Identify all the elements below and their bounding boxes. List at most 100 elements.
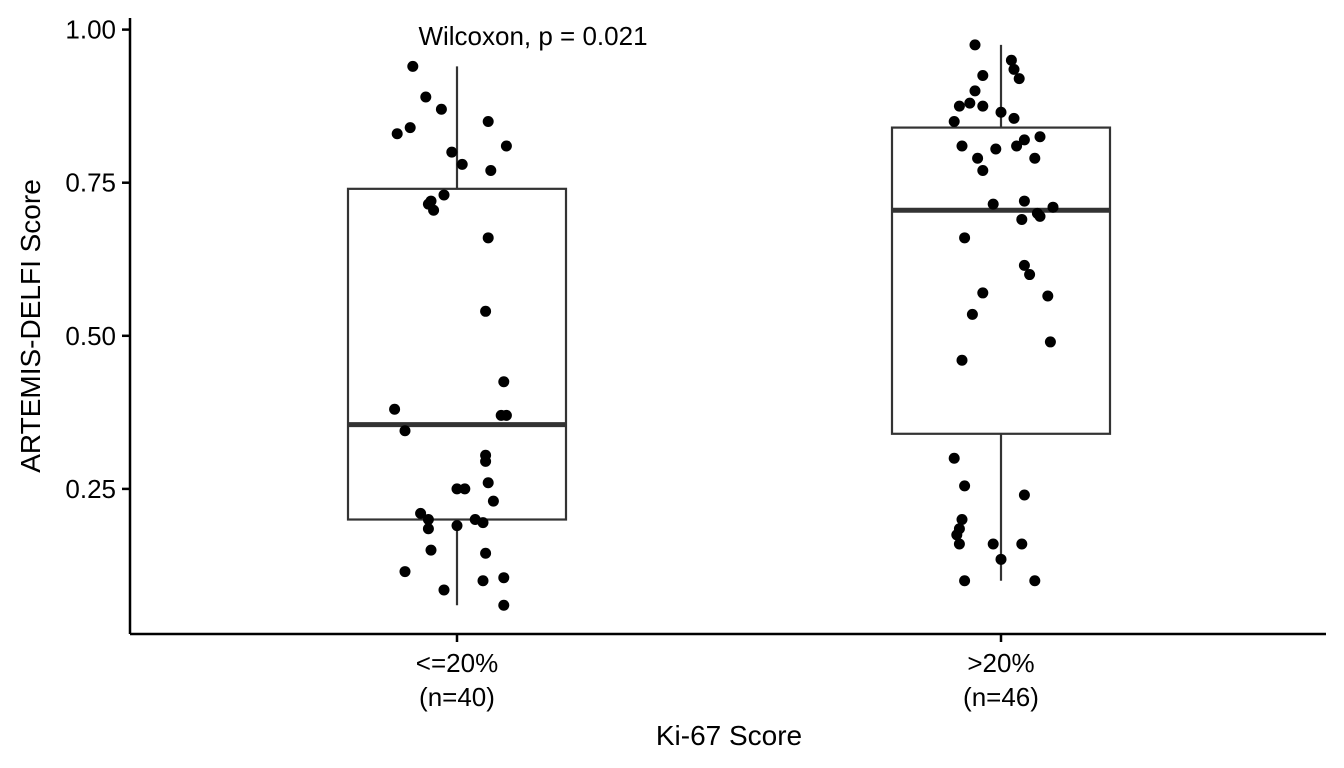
data-point xyxy=(498,572,510,584)
boxes-layer xyxy=(346,44,1112,606)
data-point xyxy=(1016,213,1028,225)
data-point xyxy=(959,575,971,587)
data-point xyxy=(1016,538,1028,550)
data-point xyxy=(956,140,968,152)
data-point xyxy=(990,143,1002,155)
data-point xyxy=(959,232,971,244)
y-tick-label: 0.50 xyxy=(65,321,116,351)
data-point xyxy=(1029,575,1041,587)
data-point xyxy=(477,517,489,529)
data-point xyxy=(1013,73,1025,85)
data-point xyxy=(446,146,458,158)
data-point xyxy=(1018,489,1030,501)
data-point xyxy=(498,376,510,388)
data-point xyxy=(956,354,968,366)
data-point xyxy=(969,85,981,97)
data-point xyxy=(500,140,512,152)
y-tick-label: 0.25 xyxy=(65,474,116,504)
data-point xyxy=(420,91,432,103)
data-point xyxy=(399,566,411,578)
data-point xyxy=(422,523,434,535)
data-point xyxy=(480,547,492,559)
data-point xyxy=(1042,290,1054,302)
box-high xyxy=(890,44,1112,581)
data-point xyxy=(1008,112,1020,124)
data-point xyxy=(969,39,981,51)
data-point xyxy=(1018,134,1030,146)
data-point xyxy=(977,70,989,82)
data-point xyxy=(482,232,494,244)
data-point xyxy=(953,538,965,550)
data-point xyxy=(948,115,960,127)
data-point xyxy=(459,483,471,495)
data-point xyxy=(480,305,492,317)
data-point xyxy=(389,403,401,415)
data-point xyxy=(399,425,411,437)
data-point xyxy=(1034,210,1046,222)
data-point xyxy=(1044,336,1056,348)
data-point xyxy=(477,575,489,587)
iqr-box xyxy=(890,126,1112,435)
data-point xyxy=(966,308,978,320)
data-point xyxy=(438,189,450,201)
data-point xyxy=(391,128,403,140)
data-point xyxy=(487,495,499,507)
data-point xyxy=(435,103,447,115)
data-point xyxy=(1034,131,1046,143)
data-point xyxy=(1011,140,1023,152)
y-axis-title: ARTEMIS-DELFI Score xyxy=(15,179,46,473)
data-point xyxy=(500,409,512,421)
y-tick-label: 0.75 xyxy=(65,168,116,198)
data-point xyxy=(438,584,450,596)
data-point xyxy=(987,538,999,550)
data-point xyxy=(1029,152,1041,164)
y-tick-label: 1.00 xyxy=(65,15,116,45)
data-point xyxy=(951,529,963,541)
data-point xyxy=(977,287,989,299)
data-point xyxy=(1024,269,1036,281)
data-point xyxy=(953,100,965,112)
data-point xyxy=(415,507,427,519)
data-point xyxy=(404,122,416,134)
data-point xyxy=(422,514,434,526)
y-ticks: 0.25 0.50 0.75 1.00 xyxy=(65,15,130,504)
axes-layer xyxy=(128,18,1326,636)
data-point xyxy=(451,520,463,532)
data-point xyxy=(987,198,999,210)
data-point xyxy=(451,483,463,495)
data-point xyxy=(995,553,1007,565)
x-tick-label: <=20% xyxy=(416,648,498,678)
data-point xyxy=(977,100,989,112)
x-axis-title: Ki-67 Score xyxy=(656,720,802,751)
box-low xyxy=(346,66,568,606)
data-point xyxy=(1018,195,1030,207)
x-tick-sublabel: (n=46) xyxy=(963,682,1039,712)
data-point xyxy=(956,514,968,526)
data-point xyxy=(972,152,984,164)
wilcoxon-annotation: Wilcoxon, p = 0.021 xyxy=(418,21,647,51)
data-point xyxy=(425,544,437,556)
data-point xyxy=(498,599,510,611)
iqr-box xyxy=(346,187,568,521)
data-point xyxy=(995,106,1007,118)
points-layer xyxy=(389,39,1059,611)
data-point xyxy=(482,477,494,489)
data-point xyxy=(959,480,971,492)
data-point xyxy=(1047,201,1059,213)
data-point xyxy=(1008,63,1020,75)
data-point xyxy=(407,60,419,72)
data-point xyxy=(428,204,440,216)
data-point xyxy=(456,158,468,170)
data-point xyxy=(964,97,976,109)
x-tick-sublabel: (n=40) xyxy=(419,682,495,712)
data-point xyxy=(482,115,494,127)
data-point xyxy=(485,164,497,176)
data-point xyxy=(1018,259,1030,271)
x-tick-label: >20% xyxy=(967,648,1034,678)
data-point xyxy=(948,452,960,464)
data-point xyxy=(480,455,492,467)
x-ticks: <=20% (n=40) >20% (n=46) xyxy=(416,634,1039,712)
data-point xyxy=(1005,54,1017,66)
data-point xyxy=(977,164,989,176)
